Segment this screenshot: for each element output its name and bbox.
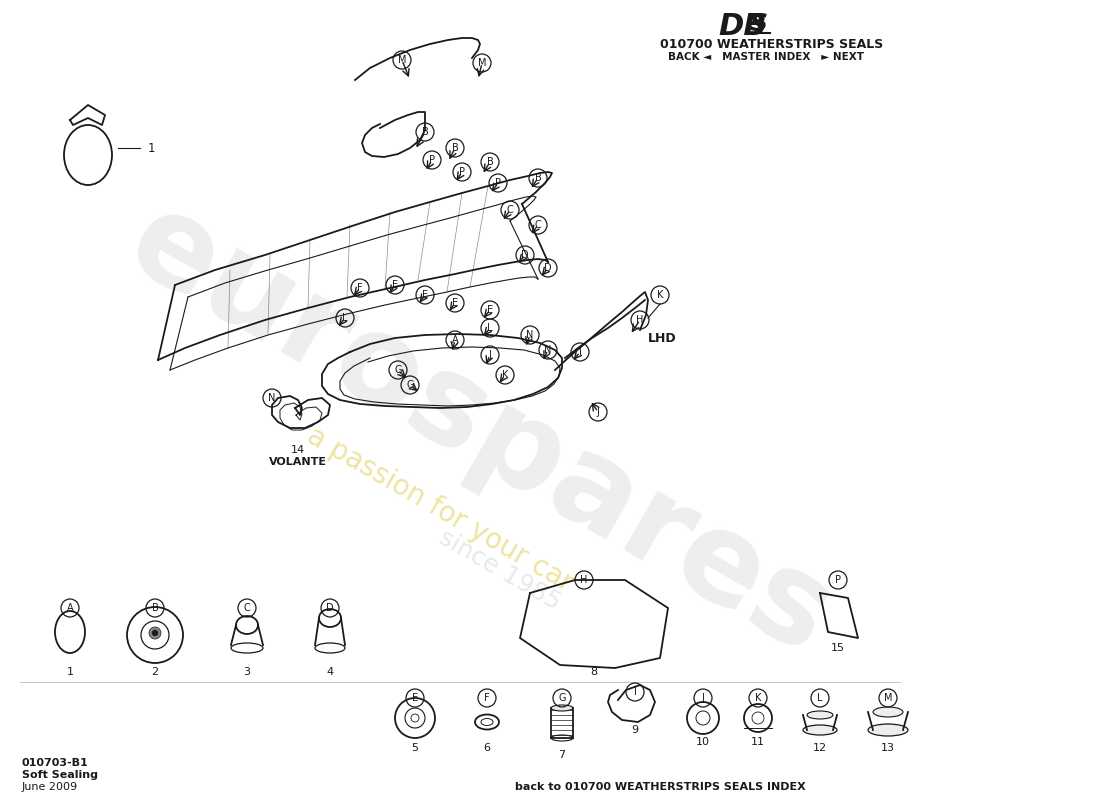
Text: 11: 11 — [751, 737, 764, 747]
Text: 12: 12 — [813, 743, 827, 753]
Text: K: K — [657, 290, 663, 300]
Text: J: J — [488, 350, 492, 360]
Text: K: K — [755, 693, 761, 703]
Text: N: N — [268, 393, 276, 403]
Text: L: L — [817, 693, 823, 703]
Text: back to 010700 WEATHERSTRIPS SEALS INDEX: back to 010700 WEATHERSTRIPS SEALS INDEX — [515, 782, 805, 792]
Text: 010703-B1: 010703-B1 — [22, 758, 89, 768]
Text: D: D — [521, 250, 529, 260]
Text: 1: 1 — [66, 667, 74, 677]
Text: 1: 1 — [148, 142, 155, 154]
Text: 4: 4 — [327, 667, 333, 677]
Text: H: H — [636, 315, 644, 325]
Text: 2: 2 — [152, 667, 158, 677]
Circle shape — [148, 627, 161, 639]
Text: B: B — [152, 603, 158, 613]
Text: B: B — [421, 127, 428, 137]
Text: 15: 15 — [830, 643, 845, 653]
Text: 6: 6 — [484, 743, 491, 753]
Text: P: P — [429, 155, 434, 165]
Text: I: I — [634, 687, 637, 697]
Text: P: P — [835, 575, 842, 585]
Ellipse shape — [873, 707, 903, 717]
Text: 8: 8 — [591, 667, 597, 677]
Text: June 2009: June 2009 — [22, 782, 78, 792]
Text: 14: 14 — [290, 445, 305, 455]
Text: I: I — [579, 347, 582, 357]
Text: C: C — [243, 603, 251, 613]
Text: a passion for your car: a passion for your car — [302, 422, 578, 598]
Text: M: M — [883, 693, 892, 703]
Text: S: S — [750, 12, 768, 36]
Text: H: H — [581, 575, 587, 585]
Text: LHD: LHD — [648, 331, 676, 345]
Text: since 1985: since 1985 — [434, 526, 565, 614]
Ellipse shape — [868, 724, 908, 736]
Text: K: K — [502, 370, 508, 380]
Circle shape — [152, 630, 158, 636]
Text: E: E — [392, 280, 398, 290]
Text: N: N — [526, 330, 534, 340]
Text: E: E — [422, 290, 428, 300]
Text: M: M — [477, 58, 486, 68]
Text: B: B — [535, 173, 541, 183]
Text: G: G — [406, 380, 414, 390]
Text: N: N — [544, 345, 552, 355]
Text: C: C — [507, 205, 514, 215]
Text: P: P — [495, 178, 500, 188]
Text: F: F — [358, 283, 363, 293]
Text: BACK ◄   MASTER INDEX   ► NEXT: BACK ◄ MASTER INDEX ► NEXT — [668, 52, 864, 62]
Text: A: A — [452, 335, 459, 345]
Text: J: J — [596, 407, 600, 417]
Text: 9: 9 — [631, 725, 639, 735]
Text: D: D — [544, 263, 552, 273]
Text: DB: DB — [718, 12, 767, 41]
Text: 10: 10 — [696, 737, 710, 747]
Text: eurospares: eurospares — [108, 180, 852, 680]
Text: P: P — [459, 167, 465, 177]
Ellipse shape — [803, 725, 837, 735]
Text: E: E — [452, 298, 458, 308]
Text: 3: 3 — [243, 667, 251, 677]
Text: E: E — [411, 693, 418, 703]
Text: L: L — [342, 313, 348, 323]
Text: F: F — [484, 693, 490, 703]
Text: B: B — [486, 157, 494, 167]
Text: C: C — [535, 220, 541, 230]
Text: L: L — [487, 323, 493, 333]
Text: 13: 13 — [881, 743, 895, 753]
Ellipse shape — [551, 705, 573, 711]
Text: G: G — [558, 693, 565, 703]
Text: E: E — [487, 305, 493, 315]
Text: B: B — [452, 143, 459, 153]
Text: D: D — [327, 603, 333, 613]
Text: G: G — [394, 365, 402, 375]
Ellipse shape — [807, 711, 833, 719]
Text: A: A — [67, 603, 74, 613]
Text: M: M — [398, 55, 406, 65]
Text: 010700 WEATHERSTRIPS SEALS: 010700 WEATHERSTRIPS SEALS — [660, 38, 883, 51]
Text: 5: 5 — [411, 743, 418, 753]
Text: VOLANTE: VOLANTE — [270, 457, 327, 467]
Text: Soft Sealing: Soft Sealing — [22, 770, 98, 780]
Text: 7: 7 — [559, 750, 565, 760]
Text: J: J — [702, 693, 704, 703]
